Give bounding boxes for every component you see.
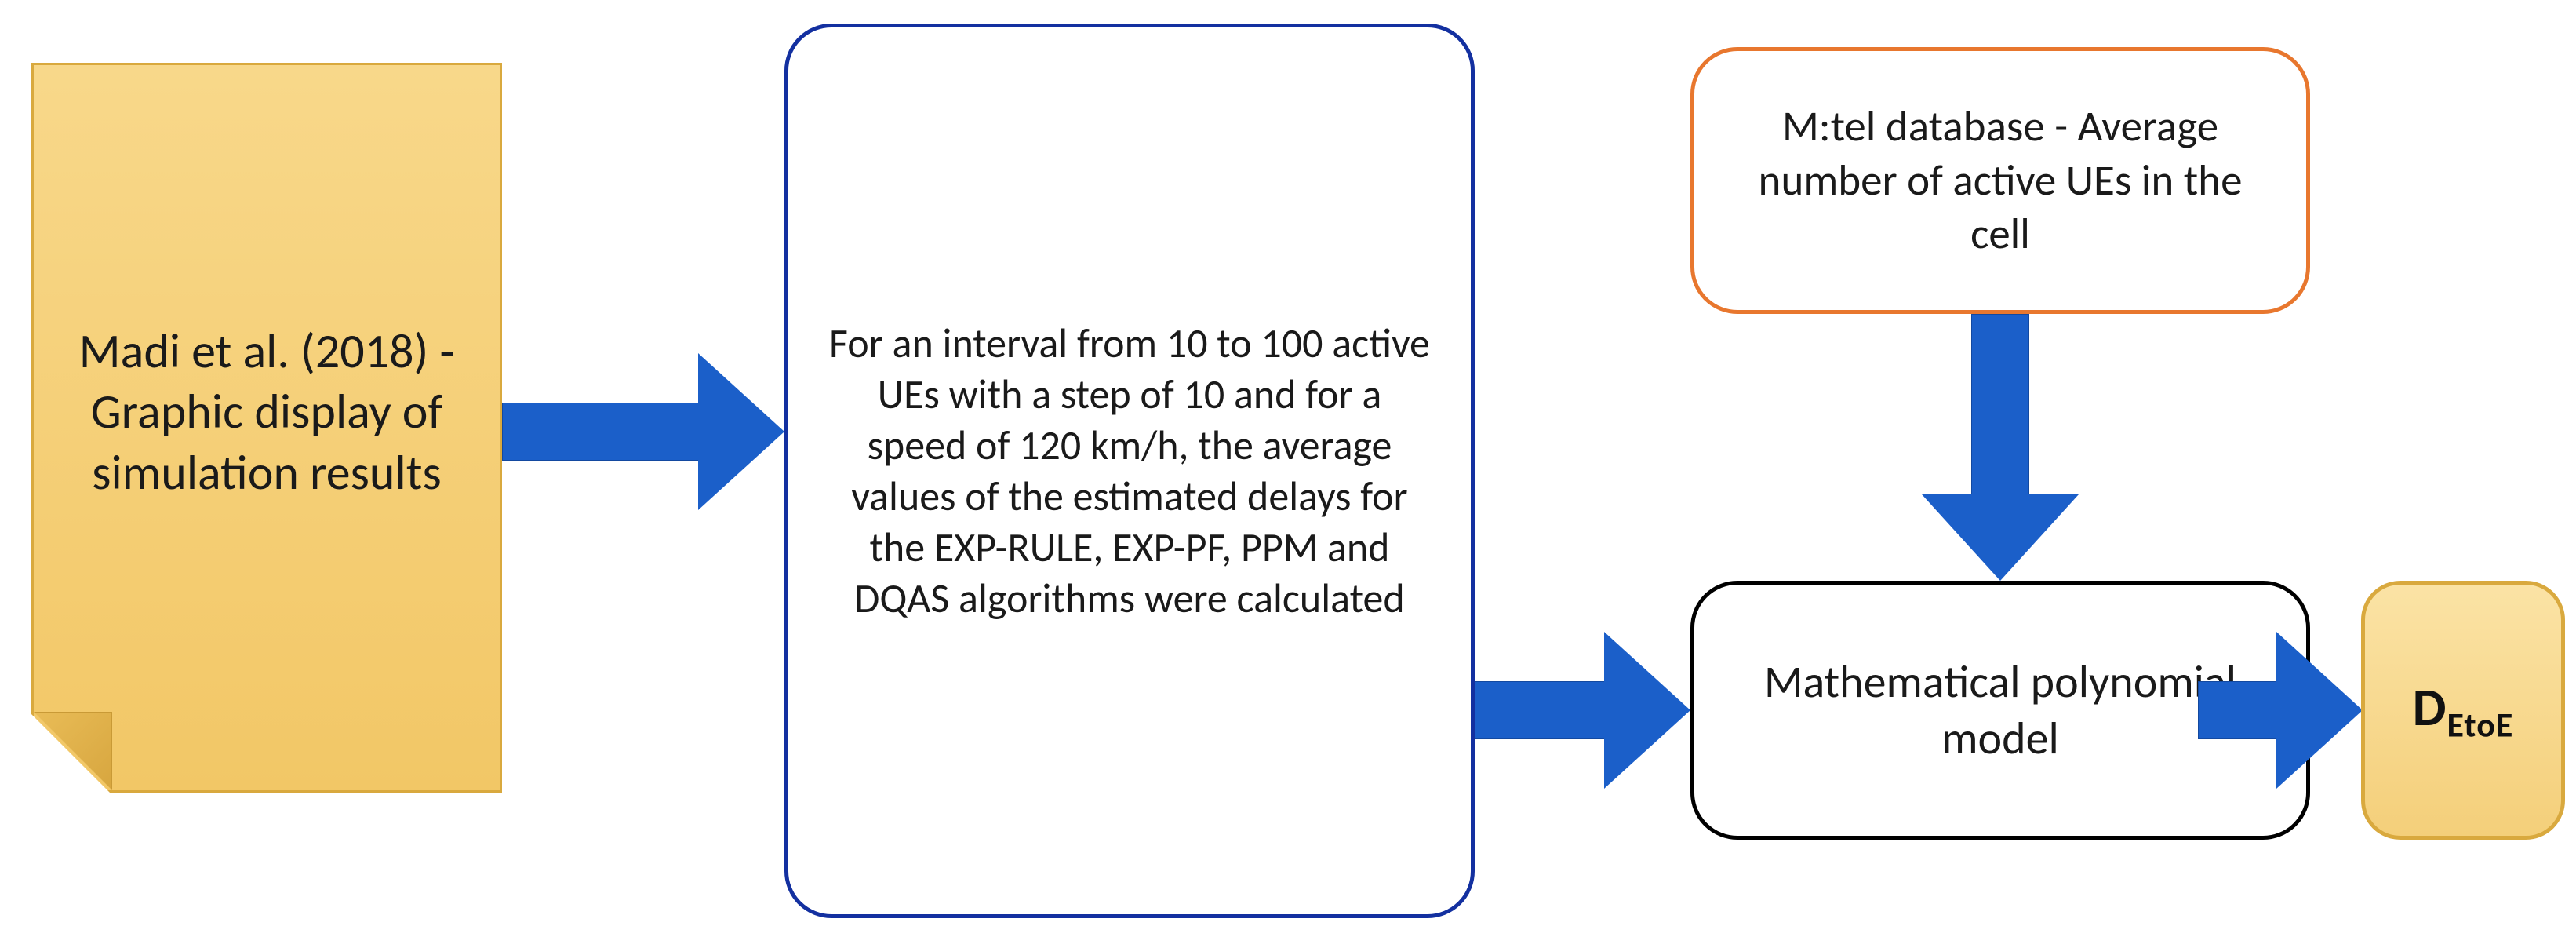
- node-result-text: DEtoE: [2413, 674, 2514, 747]
- arrow-processing-model: [1475, 632, 1690, 789]
- arrow-model-result: [2198, 632, 2363, 789]
- node-source: Madi et al. (2018) - Graphic display of …: [31, 63, 502, 793]
- node-database: M:tel database - Average number of activ…: [1690, 47, 2310, 314]
- node-model-text: Mathematical polynomial model: [1734, 654, 2267, 768]
- arrow-database-model: [1922, 314, 2079, 581]
- node-processing: For an interval from 10 to 100 active UE…: [784, 24, 1475, 918]
- node-database-text: M:tel database - Average number of activ…: [1734, 100, 2267, 261]
- node-source-text: Madi et al. (2018) - Graphic display of …: [65, 321, 468, 504]
- node-processing-text: For an interval from 10 to 100 active UE…: [828, 318, 1432, 624]
- arrow-source-processing: [502, 353, 784, 510]
- flowchart-canvas: Madi et al. (2018) - Graphic display of …: [0, 0, 2576, 948]
- node-result: DEtoE: [2361, 581, 2565, 840]
